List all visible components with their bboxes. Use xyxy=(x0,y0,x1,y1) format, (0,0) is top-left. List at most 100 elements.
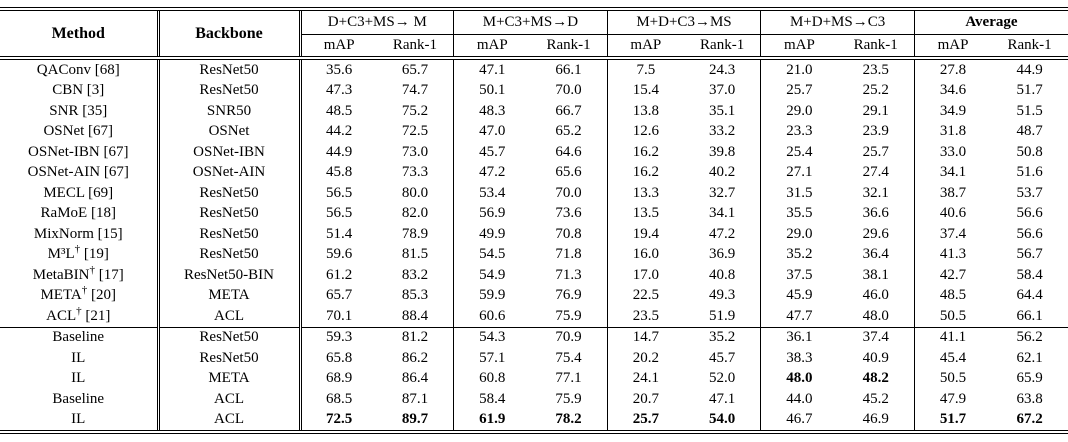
backbone-cell: META xyxy=(158,285,302,306)
backbone-cell: ACL xyxy=(158,306,302,327)
value-cell-map: 59.9 xyxy=(479,287,506,304)
method-cell: IL xyxy=(0,409,160,432)
value-cell-rank1: 70.0 xyxy=(530,183,608,204)
col-group-mdc3-to-ms: M+D+C3→MS xyxy=(607,9,762,35)
table-row: M³L† [19] ResNet50 59.6 81.5 54.5 71.8 1… xyxy=(0,244,1068,265)
value-cell-map: 24.1 xyxy=(632,370,659,387)
table-row: OSNet-IBN [67] OSNet-IBN 44.9 73.0 45.7 … xyxy=(0,142,1068,163)
backbone-cell: ResNet50 xyxy=(158,224,302,245)
subheader-rank1: Rank-1 xyxy=(530,34,608,60)
value-cell-map: 37.4 xyxy=(939,225,967,242)
value-cell-rank1: 48.7 xyxy=(1016,123,1043,140)
value-cell-map: 61.2 xyxy=(326,266,353,283)
value-cell-rank1: 56.6 xyxy=(1016,225,1043,242)
value-cell-map: 61.9 xyxy=(479,411,506,428)
value-cell-rank1: 65.9 xyxy=(1016,370,1043,387)
value-cell-map: 31.8 xyxy=(939,123,967,140)
method-cell: MixNorm [15] xyxy=(0,224,160,245)
table-row: CBN [3] ResNet50 47.3 74.7 50.1 70.0 15.… xyxy=(0,80,1068,101)
value-cell-map: 44.9 xyxy=(326,143,353,160)
value-cell-rank1: 89.7 xyxy=(376,409,455,432)
subheader-rank1: Rank-1 xyxy=(376,34,455,60)
backbone-cell: SNR50 xyxy=(158,101,302,122)
value-cell-rank1: 47.1 xyxy=(683,389,762,410)
value-cell-rank1: 75.2 xyxy=(376,101,455,122)
value-cell-rank1: 86.2 xyxy=(376,348,455,369)
value-cell-map: 20.7 xyxy=(632,390,659,407)
method-cell: OSNet-IBN [67] xyxy=(0,142,160,163)
value-cell-map: 20.2 xyxy=(632,349,659,366)
table-row: MetaBIN† [17] ResNet50-BIN 61.2 83.2 54.… xyxy=(0,265,1068,286)
value-cell-rank1: 39.8 xyxy=(683,142,762,163)
value-cell-rank1: 34.1 xyxy=(683,203,762,224)
value-cell-rank1: 36.9 xyxy=(683,244,762,265)
table-row: OSNet-AIN [67] OSNet-AIN 45.8 73.3 47.2 … xyxy=(0,162,1068,183)
value-cell-map: 45.8 xyxy=(326,164,353,181)
value-cell-map: 12.6 xyxy=(632,123,659,140)
value-cell-map: 45.4 xyxy=(939,349,967,366)
value-cell-map: 19.4 xyxy=(632,225,659,242)
value-cell-rank1: 75.9 xyxy=(530,306,608,327)
value-cell-rank1: 40.2 xyxy=(683,162,762,183)
value-cell-map: 13.5 xyxy=(632,205,659,222)
value-cell-map: 13.3 xyxy=(632,184,659,201)
value-cell-map: 34.6 xyxy=(939,82,967,99)
value-cell-map: 16.0 xyxy=(632,246,659,263)
value-cell-rank1: 37.4 xyxy=(837,326,915,348)
value-cell-rank1: 72.5 xyxy=(376,121,455,142)
backbone-cell: ACL xyxy=(158,389,302,410)
table-row: MixNorm [15] ResNet50 51.4 78.9 49.9 70.… xyxy=(0,224,1068,245)
value-cell-rank1: 51.6 xyxy=(1016,164,1043,181)
value-cell-map: 50.5 xyxy=(939,370,967,387)
value-cell-rank1: 78.2 xyxy=(530,409,608,432)
subheader-rank1: Rank-1 xyxy=(837,34,915,60)
table-row: QAConv [68] ResNet50 35.6 65.7 47.1 66.1… xyxy=(0,58,1068,81)
value-cell-rank1: 48.0 xyxy=(837,306,915,327)
value-cell-rank1: 86.4 xyxy=(376,368,455,389)
value-cell-map: 54.5 xyxy=(479,246,506,263)
value-cell-map: 27.8 xyxy=(939,61,967,78)
method-cell: ACL† [21] xyxy=(0,306,160,327)
value-cell-rank1: 36.4 xyxy=(837,244,915,265)
value-cell-rank1: 85.3 xyxy=(376,285,455,306)
value-cell-map: 44.0 xyxy=(786,390,813,407)
value-cell-rank1: 46.9 xyxy=(837,409,915,432)
value-cell-map: 29.0 xyxy=(786,102,813,119)
value-cell-map: 29.0 xyxy=(786,225,813,242)
table-row: Baseline ResNet50 59.3 81.2 54.3 70.9 14… xyxy=(0,326,1068,348)
value-cell-map: 54.9 xyxy=(479,266,506,283)
value-cell-map: 16.2 xyxy=(632,164,659,181)
value-cell-map: 27.1 xyxy=(786,164,813,181)
method-cell: QAConv [68] xyxy=(0,58,160,81)
value-cell-map: 45.7 xyxy=(479,143,506,160)
value-cell-rank1: 29.1 xyxy=(837,101,915,122)
results-table: Method Backbone D+C3+MS→ M M+C3+MS→D M+D… xyxy=(0,7,1068,434)
value-cell-rank1: 33.2 xyxy=(683,121,762,142)
value-cell-map: 25.7 xyxy=(786,82,813,99)
value-cell-rank1: 46.0 xyxy=(837,285,915,306)
col-header-method: Method xyxy=(0,9,160,60)
method-cell: MECL [69] xyxy=(0,183,160,204)
method-cell: OSNet-AIN [67] xyxy=(0,162,160,183)
method-cell: Baseline xyxy=(0,326,160,348)
value-cell-rank1: 25.7 xyxy=(837,142,915,163)
value-cell-rank1: 23.9 xyxy=(837,121,915,142)
method-cell: M³L† [19] xyxy=(0,244,160,265)
value-cell-rank1: 56.7 xyxy=(1016,246,1043,263)
value-cell-rank1: 67.2 xyxy=(1016,411,1043,428)
value-cell-map: 44.2 xyxy=(326,123,353,140)
value-cell-rank1: 71.8 xyxy=(530,244,608,265)
value-cell-rank1: 58.4 xyxy=(1016,266,1043,283)
value-cell-map: 49.9 xyxy=(479,225,506,242)
value-cell-map: 35.6 xyxy=(326,61,353,78)
value-cell-rank1: 66.7 xyxy=(530,101,608,122)
value-cell-map: 35.5 xyxy=(786,205,813,222)
value-cell-rank1: 75.9 xyxy=(530,389,608,410)
value-cell-map: 41.1 xyxy=(914,326,992,348)
value-cell-map: 34.9 xyxy=(939,102,967,119)
value-cell-rank1: 87.1 xyxy=(376,389,455,410)
value-cell-map: 41.3 xyxy=(939,246,967,263)
value-cell-map: 59.3 xyxy=(300,326,377,348)
value-cell-map: 47.0 xyxy=(479,123,506,140)
value-cell-map: 58.4 xyxy=(479,390,506,407)
